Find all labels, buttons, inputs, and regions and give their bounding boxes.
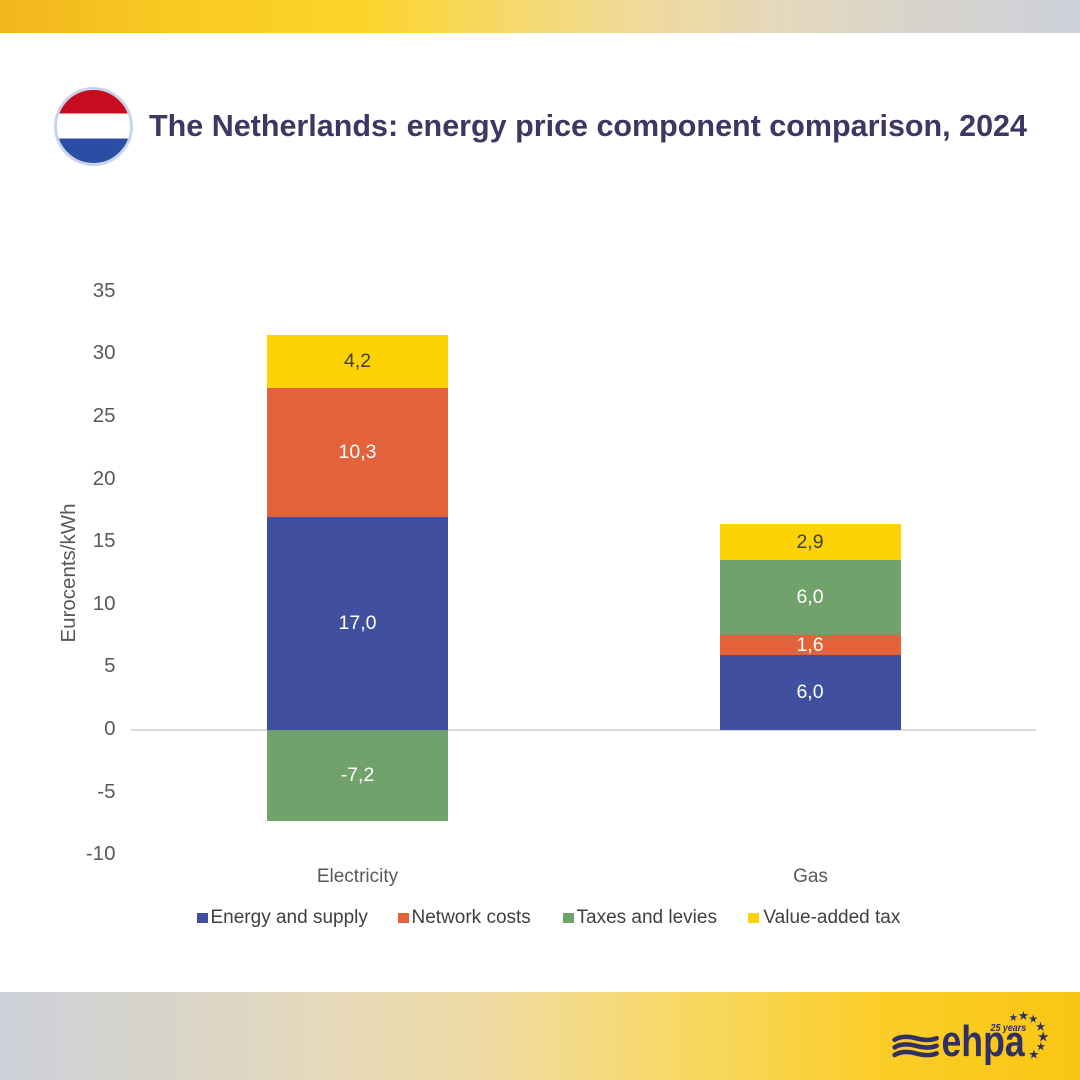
svg-text:25 years: 25 years: [990, 1022, 1027, 1034]
svg-text:ehpa: ehpa: [942, 1018, 1026, 1066]
